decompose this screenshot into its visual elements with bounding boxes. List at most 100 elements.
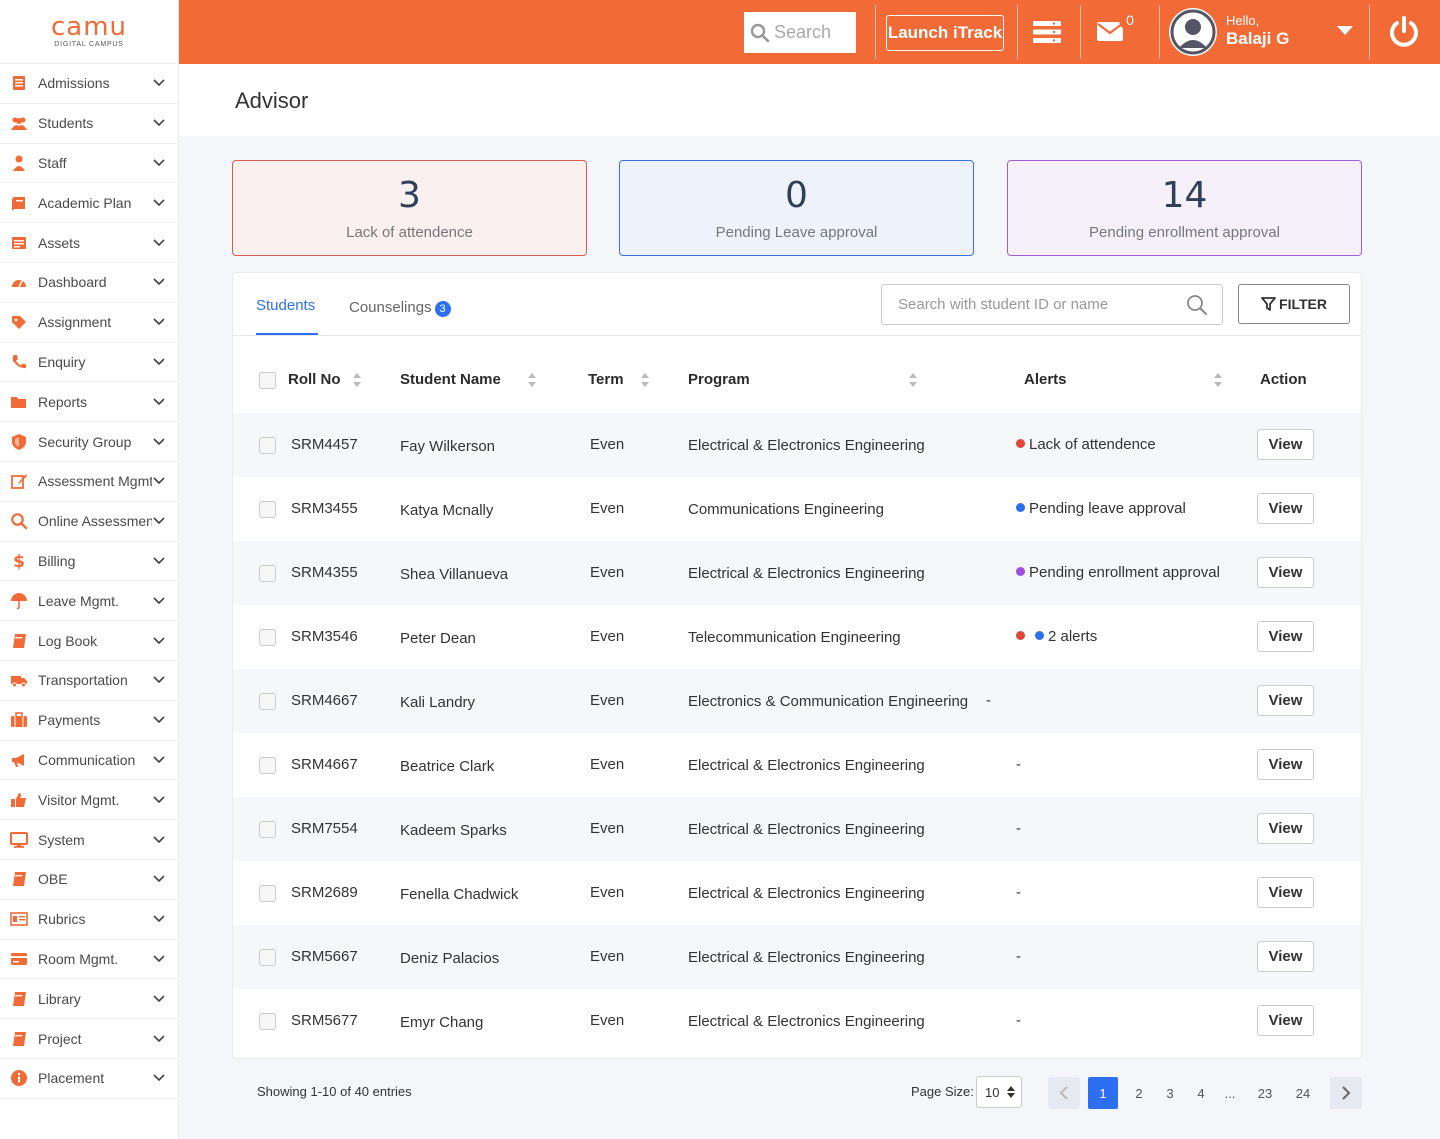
stat-card-pending-leave[interactable]: 0 Pending Leave approval — [619, 160, 974, 256]
chevron-down-icon[interactable] — [152, 156, 166, 170]
page-number-button[interactable]: 1 — [1088, 1077, 1118, 1109]
table-row[interactable]: SRM3455 Katya Mcnally Even Communications E… — [233, 477, 1361, 541]
mail-icon[interactable] — [1095, 16, 1125, 46]
sort-icon[interactable] — [908, 372, 918, 388]
chevron-down-icon[interactable] — [152, 872, 166, 886]
table-row[interactable]: SRM5677 Emyr Chang Even Electrical & Electr… — [233, 989, 1361, 1053]
chevron-down-icon[interactable] — [152, 673, 166, 687]
chevron-down-icon[interactable] — [152, 793, 166, 807]
view-button[interactable]: View — [1257, 557, 1314, 588]
sidebar-item-room-mgmt[interactable]: Room Mgmt. — [0, 940, 178, 980]
sidebar-item-obe[interactable]: OBE — [0, 860, 178, 900]
page-number-button[interactable]: 24 — [1295, 1085, 1311, 1101]
view-button[interactable]: View — [1257, 685, 1314, 716]
table-row[interactable]: SRM4667 Beatrice Clark Even Electrical & El… — [233, 733, 1361, 797]
row-checkbox[interactable] — [259, 885, 276, 902]
sidebar-item-admissions[interactable]: Admissions — [0, 64, 178, 104]
sidebar-item-rubrics[interactable]: Rubrics — [0, 900, 178, 940]
sidebar-item-online-assessment[interactable]: Online Assessment — [0, 502, 178, 542]
view-button[interactable]: View — [1257, 941, 1314, 972]
column-header-program[interactable]: Program — [688, 371, 918, 388]
sidebar-item-students[interactable]: Students — [0, 104, 178, 144]
launch-itrack-button[interactable]: Launch iTrack — [886, 15, 1004, 51]
page-number-button[interactable]: 3 — [1166, 1085, 1174, 1101]
view-button[interactable]: View — [1257, 621, 1314, 652]
chevron-down-icon[interactable] — [152, 554, 166, 568]
view-button[interactable]: View — [1257, 429, 1314, 460]
page-size-select[interactable]: 10 — [976, 1076, 1022, 1108]
view-button[interactable]: View — [1257, 493, 1314, 524]
stat-card-lack-of-attendance[interactable]: 3 Lack of attendence — [232, 160, 587, 256]
chevron-down-icon[interactable] — [152, 952, 166, 966]
column-header-alerts[interactable]: Alerts — [1024, 371, 1223, 388]
column-header-student-name[interactable]: Student Name — [400, 371, 537, 388]
chevron-down-icon[interactable] — [152, 116, 166, 130]
row-checkbox[interactable] — [259, 757, 276, 774]
page-number-button[interactable]: 23 — [1257, 1085, 1273, 1101]
table-row[interactable]: SRM4355 Shea Villanueva Even Electrical & E… — [233, 541, 1361, 605]
sidebar-item-library[interactable]: Library — [0, 979, 178, 1020]
chevron-down-icon[interactable] — [152, 1071, 166, 1085]
chevron-down-icon[interactable] — [152, 514, 166, 528]
chevron-down-icon[interactable] — [152, 315, 166, 329]
sidebar-item-enquiry[interactable]: Enquiry — [0, 343, 178, 383]
sort-icon[interactable] — [352, 372, 362, 388]
sidebar-item-placement[interactable]: Placement — [0, 1059, 178, 1099]
row-checkbox[interactable] — [259, 693, 276, 710]
sidebar-item-communication[interactable]: Communication — [0, 741, 178, 781]
table-row[interactable]: SRM4457 Fay Wilkerson Even Electrical & Ele… — [233, 413, 1361, 477]
chevron-down-icon[interactable] — [152, 713, 166, 727]
page-number-button[interactable]: 2 — [1135, 1085, 1143, 1101]
chevron-down-icon[interactable] — [152, 474, 166, 488]
sidebar-item-log-book[interactable]: Log Book — [0, 621, 178, 661]
view-button[interactable]: View — [1257, 877, 1314, 908]
table-row[interactable]: SRM3546 Peter Dean Even Telecommunication E… — [233, 605, 1361, 669]
sort-icon[interactable] — [527, 372, 537, 388]
table-row[interactable]: SRM2689 Fenella Chadwick Even Electrical & … — [233, 861, 1361, 925]
user-avatar[interactable] — [1169, 8, 1217, 56]
next-page-button[interactable] — [1330, 1077, 1362, 1109]
top-search-box[interactable]: Search — [744, 12, 856, 53]
filter-button[interactable]: FILTER — [1238, 284, 1350, 324]
sidebar-item-payments[interactable]: Payments — [0, 701, 178, 741]
view-button[interactable]: View — [1257, 813, 1314, 844]
column-header-roll-no[interactable]: Roll No — [288, 371, 362, 388]
menu-list-icon[interactable] — [1032, 18, 1062, 46]
row-checkbox[interactable] — [259, 565, 276, 582]
camu-logo[interactable]: camu DIGITAL CAMPUS — [0, 0, 178, 64]
power-icon[interactable] — [1387, 15, 1421, 49]
chevron-down-icon[interactable] — [152, 196, 166, 210]
table-row[interactable]: SRM7554 Kadeem Sparks Even Electrical & Ele… — [233, 797, 1361, 861]
chevron-down-icon[interactable] — [152, 1032, 166, 1046]
sort-icon[interactable] — [1213, 372, 1223, 388]
row-checkbox[interactable] — [259, 501, 276, 518]
sidebar-item-assets[interactable]: Assets — [0, 223, 178, 263]
column-header-term[interactable]: Term — [588, 371, 650, 388]
row-checkbox[interactable] — [259, 821, 276, 838]
stat-card-pending-enrollment[interactable]: 14 Pending enrollment approval — [1007, 160, 1362, 256]
view-button[interactable]: View — [1257, 1005, 1314, 1036]
chevron-down-icon[interactable] — [152, 634, 166, 648]
sidebar-item-academic-plan[interactable]: Academic Plan — [0, 183, 178, 224]
tab-counselings[interactable]: Counselings 3 — [349, 297, 451, 317]
student-search-field[interactable] — [881, 284, 1223, 325]
chevron-down-icon[interactable] — [152, 435, 166, 449]
sidebar-item-leave-mgmt[interactable]: Leave Mgmt. — [0, 581, 178, 622]
select-all-checkbox[interactable] — [259, 372, 276, 389]
chevron-down-icon[interactable] — [152, 76, 166, 90]
chevron-down-icon[interactable] — [152, 912, 166, 926]
chevron-down-icon[interactable] — [152, 594, 166, 608]
table-row[interactable]: SRM4667 Kali Landry Even Electronics & Comm… — [233, 669, 1361, 733]
chevron-down-icon[interactable] — [152, 236, 166, 250]
sort-icon[interactable] — [640, 372, 650, 388]
chevron-down-icon[interactable] — [152, 355, 166, 369]
sidebar-item-system[interactable]: System — [0, 820, 178, 860]
chevron-down-icon[interactable] — [152, 833, 166, 847]
view-button[interactable]: View — [1257, 749, 1314, 780]
chevron-down-icon[interactable] — [152, 395, 166, 409]
chevron-down-icon[interactable] — [152, 753, 166, 767]
chevron-down-icon[interactable] — [1335, 22, 1355, 38]
row-checkbox[interactable] — [259, 629, 276, 646]
row-checkbox[interactable] — [259, 1013, 276, 1030]
table-row[interactable]: SRM5667 Deniz Palacios Even Electrical & El… — [233, 925, 1361, 989]
